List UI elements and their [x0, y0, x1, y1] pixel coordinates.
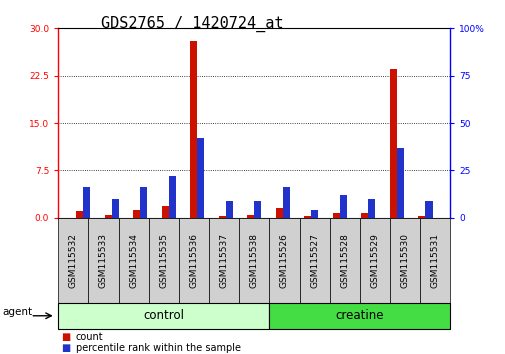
Bar — [282, 187, 289, 218]
Text: agent: agent — [3, 307, 33, 317]
Bar — [396, 148, 403, 218]
Bar — [339, 195, 346, 218]
Text: GDS2765 / 1420724_at: GDS2765 / 1420724_at — [101, 16, 283, 32]
Bar — [112, 199, 119, 218]
Bar — [275, 208, 282, 218]
Text: GSM115537: GSM115537 — [219, 233, 228, 288]
Bar — [418, 216, 425, 218]
Bar — [425, 201, 432, 218]
Text: GSM115526: GSM115526 — [279, 233, 288, 288]
Text: count: count — [76, 332, 104, 342]
Bar — [361, 213, 368, 218]
Bar — [76, 211, 83, 218]
Text: control: control — [143, 309, 184, 322]
Text: ■: ■ — [61, 343, 70, 353]
Text: GSM115532: GSM115532 — [69, 233, 78, 288]
Bar — [304, 216, 311, 218]
Bar — [168, 176, 176, 218]
Bar — [83, 187, 90, 218]
Bar — [311, 210, 318, 218]
Text: GSM115528: GSM115528 — [339, 233, 348, 288]
Text: creatine: creatine — [335, 309, 383, 322]
Text: GSM115529: GSM115529 — [370, 233, 379, 288]
Bar — [140, 187, 147, 218]
Bar — [161, 206, 168, 218]
Bar — [389, 69, 396, 218]
Text: GSM115534: GSM115534 — [129, 233, 138, 288]
Text: ■: ■ — [61, 332, 70, 342]
Text: GSM115538: GSM115538 — [249, 233, 258, 288]
Bar — [254, 201, 261, 218]
Text: GSM115531: GSM115531 — [430, 233, 439, 288]
Bar — [133, 210, 140, 218]
Text: GSM115527: GSM115527 — [310, 233, 319, 288]
Text: GSM115533: GSM115533 — [99, 233, 108, 288]
Bar — [368, 199, 375, 218]
Bar — [197, 138, 204, 218]
Text: GSM115535: GSM115535 — [159, 233, 168, 288]
Bar — [246, 215, 254, 218]
Bar — [225, 201, 232, 218]
Bar — [105, 215, 112, 218]
Bar — [190, 41, 197, 218]
Text: percentile rank within the sample: percentile rank within the sample — [76, 343, 240, 353]
Text: GSM115536: GSM115536 — [189, 233, 198, 288]
Bar — [332, 213, 339, 218]
Text: GSM115530: GSM115530 — [400, 233, 409, 288]
Bar — [218, 216, 225, 218]
